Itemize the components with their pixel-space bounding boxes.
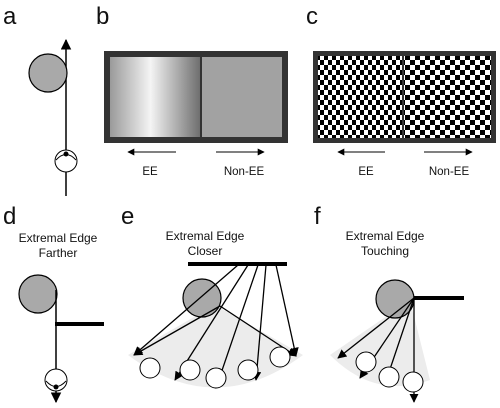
eye-icon [355, 351, 377, 373]
label-ee: EE [142, 166, 158, 178]
panel-f: f Extremal Edge Touching [314, 203, 464, 403]
panel-letter-f: f [314, 203, 321, 230]
title-line-2: Touching [361, 244, 409, 258]
panel-letter-d: d [3, 203, 16, 230]
panel-a: a [3, 3, 78, 196]
eye-icon [205, 367, 227, 389]
eye-icon [139, 357, 161, 379]
viewpoint-fan [128, 305, 303, 388]
eye-icon [378, 366, 400, 388]
panel-letter-a: a [3, 3, 17, 30]
label-ee: EE [358, 166, 374, 178]
eye-icon [44, 368, 68, 392]
title-line-1: Extremal Edge [346, 229, 425, 243]
panel-b: b EE Non-EE [96, 3, 288, 178]
label-non-ee: Non-EE [429, 166, 470, 178]
eye-icon [179, 359, 201, 381]
title-line-1: Extremal Edge [166, 229, 245, 243]
shaded-ee-region [110, 57, 200, 137]
title-line-2: Farther [39, 246, 78, 260]
eye-icon-group [139, 346, 291, 389]
eye-icon [237, 359, 259, 381]
flat-gray-region [202, 57, 282, 137]
curved-checker-region [318, 56, 402, 138]
panel-d: d Extremal Edge Farther [3, 203, 104, 404]
panel-letter-b: b [96, 3, 109, 30]
flat-checker-region [404, 56, 491, 138]
panel-letter-e: e [121, 203, 134, 230]
eye-icon [269, 346, 291, 368]
eye-icon [402, 371, 424, 393]
cylinder-circle [28, 53, 68, 93]
title-line-1: Extremal Edge [19, 231, 98, 245]
viewpoint-fan [330, 300, 430, 387]
label-non-ee: Non-EE [224, 166, 265, 178]
panel-c: c EE Non-EE [306, 3, 496, 178]
title-line-2: Closer [188, 244, 223, 258]
sight-line-fan [133, 264, 299, 389]
panel-letter-c: c [306, 3, 318, 30]
eye-icon [54, 149, 78, 173]
cylinder-circle [18, 274, 58, 314]
panel-e: e Extremal Edge Closer [121, 203, 303, 389]
eye-icon-group [355, 351, 424, 393]
